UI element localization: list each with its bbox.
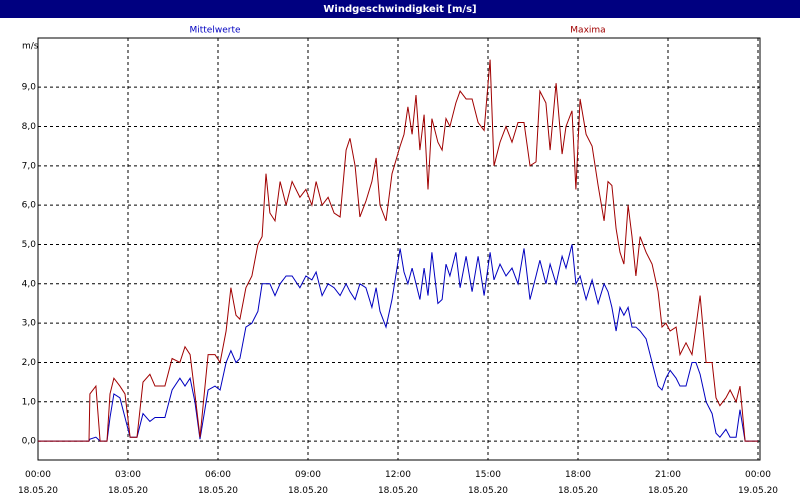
x-tick-label: 09:00 18.05.20: [288, 470, 328, 496]
x-tick-label: 12:00 18.05.20: [378, 470, 418, 496]
x-tick-label: 21:00 18.05.20: [648, 470, 688, 496]
x-tick-label: 06:00 18.05.20: [198, 470, 238, 496]
y-tick-label: 7,0: [22, 161, 37, 171]
x-tick-label: 15:00 18.05.20: [468, 470, 508, 496]
x-tick-label: 18:00 18.05.20: [558, 470, 598, 496]
data-line: [38, 59, 758, 442]
y-tick-label: 3,0: [22, 319, 37, 329]
x-tick-label: 00:00 19.05.20: [738, 470, 778, 496]
y-tick-label: 8,0: [22, 122, 37, 132]
y-tick-label: 9,0: [22, 83, 37, 93]
y-tick-label: 6,0: [22, 201, 37, 211]
y-tick-label: 4,0: [22, 279, 37, 289]
x-tick-label: 00:00 18.05.20: [18, 470, 58, 496]
y-axis-label: m/s: [22, 42, 39, 52]
plot-area: [37, 37, 761, 461]
y-tick-label: 5,0: [22, 240, 37, 250]
chart-title: Windgeschwindigkeit [m/s]: [323, 4, 476, 15]
y-tick-label: 1,0: [22, 397, 37, 407]
x-tick-label: 03:00 18.05.20: [108, 470, 148, 496]
legend-label: Maxima: [570, 26, 605, 36]
legend-label: Mittelwerte: [189, 26, 240, 36]
data-line: [38, 244, 758, 442]
title-bar: [0, 0, 800, 18]
y-tick-label: 0,0: [22, 437, 37, 447]
y-tick-label: 2,0: [22, 358, 37, 368]
